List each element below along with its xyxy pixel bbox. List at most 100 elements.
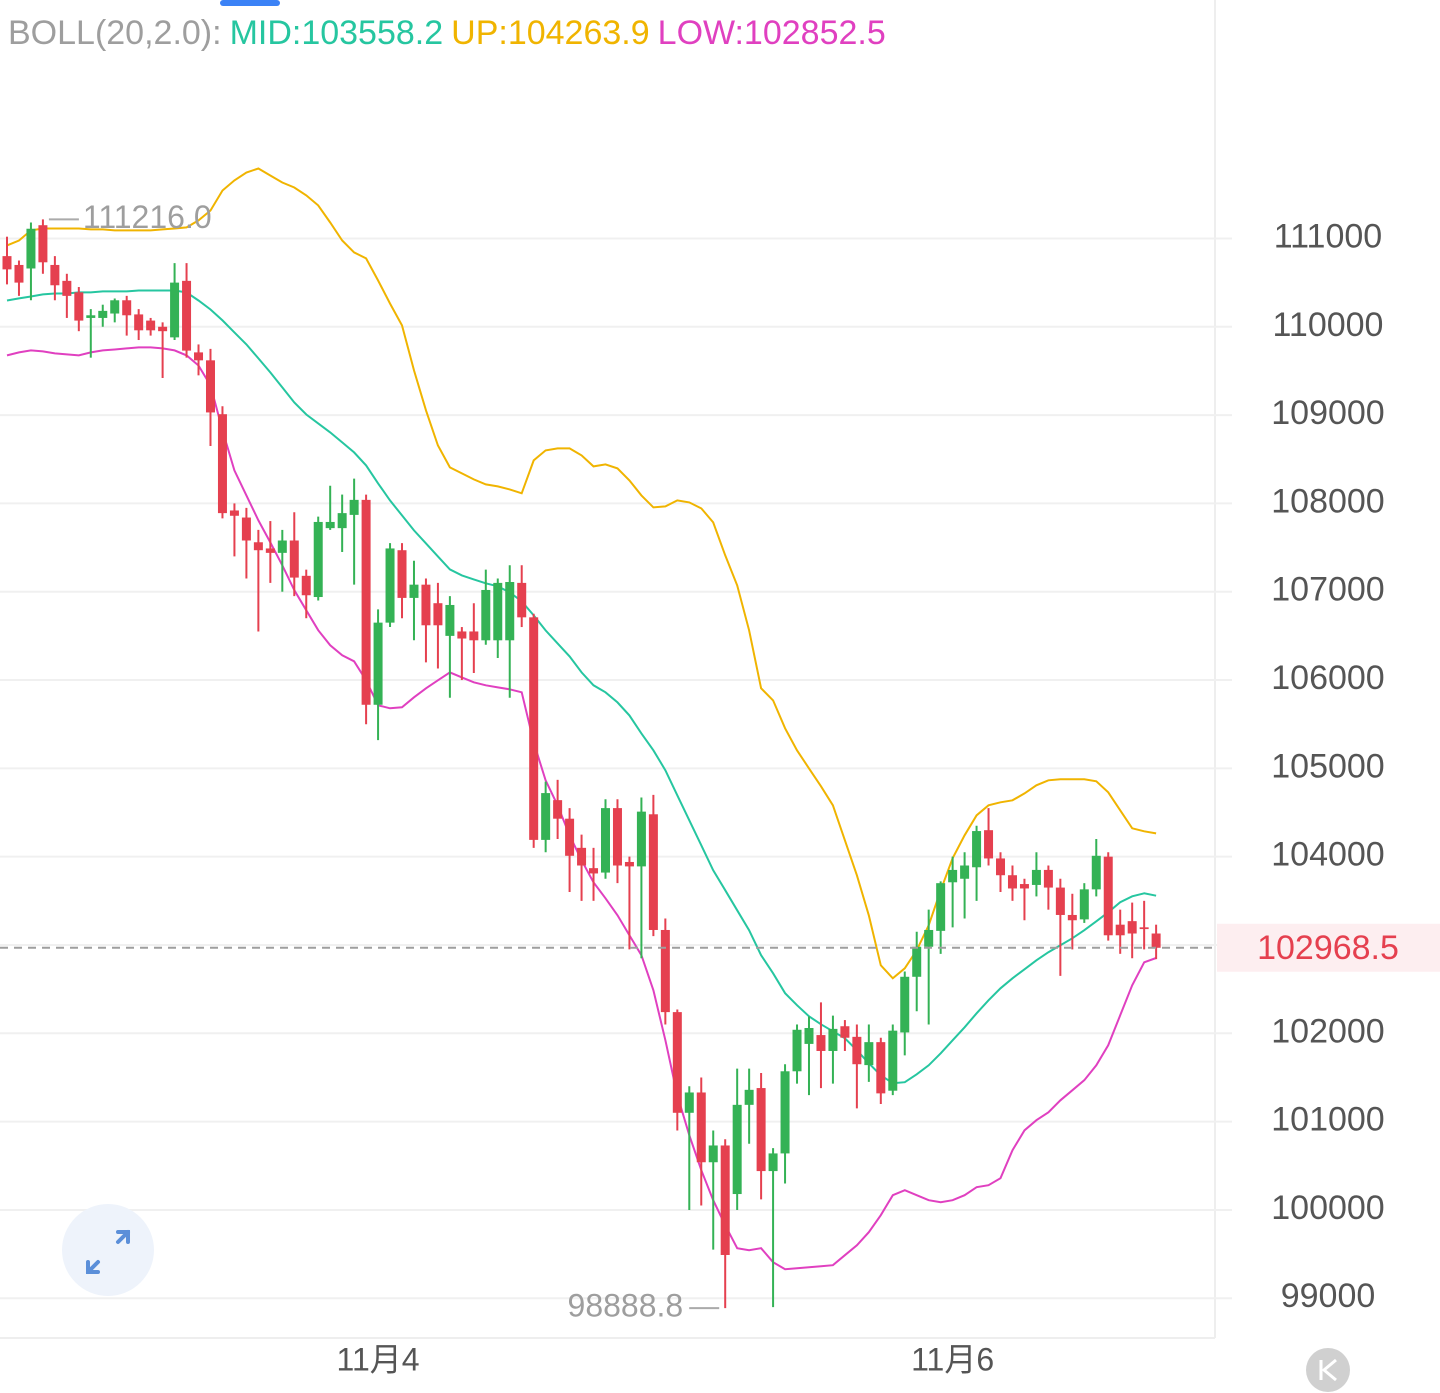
candle-body <box>110 300 120 314</box>
max-label: 111216.0 <box>83 199 212 235</box>
candle-body <box>648 814 658 930</box>
y-tick-label: 110000 <box>1273 306 1384 344</box>
legend-item: BOLL(20,2.0): <box>8 14 222 52</box>
k-button[interactable] <box>1306 1348 1350 1392</box>
candle-body <box>74 292 84 321</box>
expand-button[interactable] <box>62 1204 154 1296</box>
candle-body <box>828 1028 838 1051</box>
candle-body <box>756 1088 766 1172</box>
x-tick-label: 11月4 <box>337 1341 420 1377</box>
candle-body <box>1091 855 1101 890</box>
y-tick-label: 100000 <box>1271 1189 1384 1227</box>
candle-body <box>876 1042 886 1094</box>
candle-body <box>936 883 946 931</box>
candle-body <box>241 517 251 541</box>
y-tick-label: 102000 <box>1271 1012 1384 1050</box>
candle-body <box>1151 933 1161 948</box>
candle-body <box>601 808 610 873</box>
candle-body <box>948 869 958 883</box>
candle-body <box>744 1089 754 1105</box>
candle-body <box>409 584 419 598</box>
candle-body <box>481 589 491 641</box>
candle-body <box>732 1104 742 1195</box>
y-tick-label: 99000 <box>1281 1277 1376 1315</box>
candle-body <box>589 868 599 874</box>
candle-body <box>541 793 551 840</box>
candle-body <box>301 575 311 596</box>
candle-body <box>696 1092 706 1163</box>
candle-body <box>804 1028 814 1044</box>
candle-body <box>1055 887 1065 915</box>
candle-body <box>122 300 132 316</box>
candle-body <box>636 811 646 867</box>
candle-body <box>421 584 431 626</box>
candle-body <box>672 1012 682 1113</box>
candle-body <box>1043 869 1053 888</box>
candle-body <box>996 858 1006 876</box>
y-tick-label: 106000 <box>1271 659 1384 697</box>
candle-body <box>182 280 192 351</box>
legend-item: LOW:102852.5 <box>658 14 886 52</box>
candle-body <box>529 617 539 840</box>
candle-body <box>768 1153 778 1172</box>
candle-body <box>265 548 275 553</box>
candle-body <box>505 582 515 641</box>
candle-body <box>397 550 407 598</box>
candle-body <box>684 1092 694 1113</box>
tab-indicator[interactable] <box>220 0 280 6</box>
candle-body <box>325 521 335 529</box>
candle-body <box>433 603 443 626</box>
candle-body <box>62 280 72 296</box>
last-price-label: 102968.5 <box>1257 929 1399 967</box>
candle-body <box>984 830 994 859</box>
candle-body <box>553 800 563 819</box>
y-tick-label: 107000 <box>1271 571 1384 609</box>
candle-body <box>2 256 12 270</box>
candle-body <box>1139 927 1149 930</box>
candle-body <box>170 282 180 338</box>
candle-body <box>194 352 204 361</box>
candle-body <box>289 540 299 578</box>
candle-body <box>50 264 60 286</box>
candle-body <box>457 631 467 639</box>
candle-body <box>205 360 215 413</box>
candle-body <box>912 946 922 977</box>
candle-body <box>972 831 982 868</box>
candle-body <box>624 861 634 867</box>
candle-body <box>1019 884 1029 889</box>
candle-body <box>1031 869 1041 885</box>
grid: 9900010000010100010200010300010400010500… <box>0 217 1385 1377</box>
candle-body <box>1127 921 1137 934</box>
candle-body <box>349 499 359 515</box>
candle-body <box>612 808 622 866</box>
legend: BOLL(20,2.0): MID:103558.2 UP:104263.9 LOW:… <box>8 14 886 52</box>
candle-body <box>313 521 323 598</box>
candle-body <box>86 315 96 318</box>
candle-body <box>708 1145 718 1163</box>
candle-body <box>565 818 575 856</box>
candle-body <box>361 499 371 705</box>
candle-body <box>373 622 383 705</box>
last-price-box <box>1217 923 1440 972</box>
candle-body <box>158 326 168 332</box>
candle-body <box>1067 914 1077 921</box>
candle-body <box>924 929 934 947</box>
candle-body <box>900 976 910 1033</box>
candle-body <box>38 225 48 263</box>
candle-body <box>469 631 479 641</box>
candle-body <box>229 510 239 516</box>
x-tick-label: 11月6 <box>911 1341 994 1377</box>
y-tick-label: 108000 <box>1271 482 1384 520</box>
candle-body <box>385 548 395 623</box>
candle-body <box>26 228 36 269</box>
candle-body <box>14 264 24 283</box>
y-tick-label: 105000 <box>1271 747 1384 785</box>
candles <box>2 219 1161 1309</box>
candle-body <box>660 929 670 1013</box>
candle-body <box>852 1036 862 1065</box>
candle-body <box>864 1042 874 1066</box>
candle-body <box>1103 856 1113 936</box>
candle-body <box>1079 889 1089 920</box>
candle-body <box>720 1145 730 1255</box>
